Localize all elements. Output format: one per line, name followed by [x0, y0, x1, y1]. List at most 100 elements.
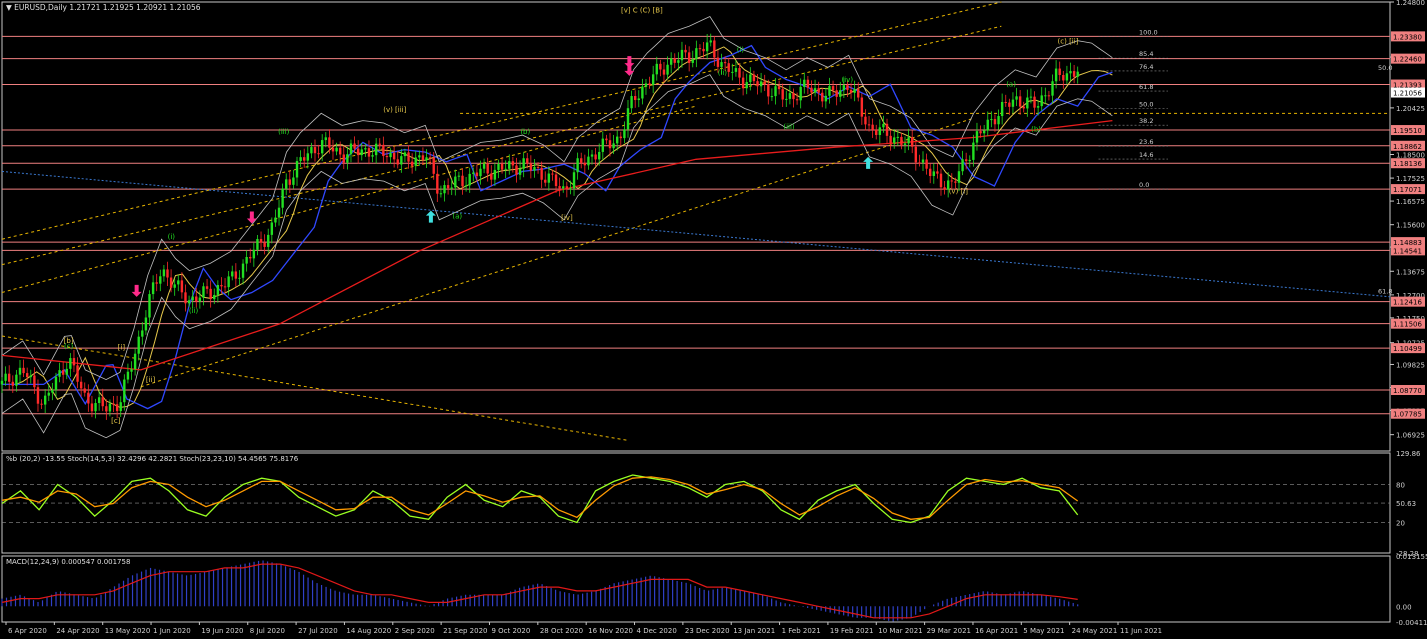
- candle-body: [551, 173, 554, 175]
- candle-body: [569, 188, 572, 190]
- candle-body: [522, 158, 525, 169]
- price-level-label: 1.07785: [1393, 411, 1422, 419]
- x-tick-label: 6 Apr 2020: [8, 627, 47, 635]
- fib-side-label: 50.0: [1378, 64, 1392, 72]
- wave-label: (a): [452, 213, 462, 221]
- candle-body: [767, 84, 770, 97]
- candle-body: [504, 168, 507, 170]
- candle-body: [756, 81, 759, 87]
- x-tick-label: 2 Sep 2020: [395, 627, 435, 635]
- candle-body: [328, 137, 331, 148]
- candle-body: [15, 374, 18, 386]
- fibonacci-label: 100.0: [1139, 28, 1158, 36]
- candle-body: [112, 403, 115, 405]
- current-price-tag: [1391, 87, 1425, 98]
- candle-body: [821, 92, 824, 102]
- candle-body: [655, 63, 658, 75]
- candle-body: [1015, 96, 1018, 100]
- wave-label: (b): [520, 128, 530, 136]
- candle-body: [295, 161, 299, 178]
- candle-body: [1065, 73, 1069, 81]
- candle-body: [155, 282, 158, 284]
- candle-body: [87, 392, 90, 404]
- candle-body: [752, 74, 756, 82]
- price-level-label: 1.18136: [1393, 160, 1422, 168]
- ema-red-line: [1, 119, 1113, 371]
- candle-body: [94, 403, 97, 412]
- candle-body: [22, 367, 25, 374]
- bollinger-lower: [1, 74, 1113, 439]
- y-tick-label: 1.12700: [1396, 292, 1425, 300]
- candle-body: [198, 297, 202, 302]
- candle-body: [79, 381, 83, 389]
- candle-body: [623, 129, 626, 139]
- candle-body: [842, 85, 846, 91]
- candle-body: [338, 147, 342, 155]
- price-level-label: 1.17071: [1393, 186, 1422, 194]
- candle-body: [975, 131, 979, 143]
- candle-body: [540, 167, 543, 180]
- candle-body: [126, 371, 130, 380]
- osc-series-line: [1, 474, 1079, 524]
- x-tick-label: 16 Apr 2021: [975, 627, 1018, 635]
- osc-tick-label: 50.63: [1396, 500, 1416, 508]
- candle-body: [612, 143, 615, 149]
- candle-body: [468, 173, 471, 186]
- candle-body: [536, 166, 540, 168]
- price-level-tag: [1391, 125, 1425, 136]
- candle-body: [389, 152, 392, 158]
- candle-body: [191, 296, 194, 301]
- candle-body: [1029, 96, 1033, 98]
- candle-body: [18, 367, 22, 375]
- candle-body: [356, 148, 360, 156]
- candle-body: [511, 161, 515, 166]
- wave-label: [v] C (C) [B]: [621, 7, 663, 15]
- x-tick-label: 1 Jun 2020: [153, 627, 191, 635]
- candle-body: [547, 173, 551, 183]
- candle-body: [687, 52, 691, 63]
- candle-body: [529, 163, 533, 171]
- fibonacci-label: 23.6: [1139, 138, 1153, 146]
- wave-label: [iv]: [561, 214, 573, 222]
- candle-body: [162, 269, 166, 277]
- candle-body: [659, 63, 662, 70]
- main-header-text: ▼ EURUSD,Daily 1.21721 1.21925 1.20921 1…: [6, 3, 201, 12]
- candle-body: [626, 108, 630, 130]
- wave-label: (ii): [189, 307, 199, 315]
- candle-body: [1018, 96, 1022, 107]
- fibonacci-label: 50.0: [1139, 100, 1153, 108]
- candle-body: [1008, 102, 1011, 107]
- candle-body: [518, 168, 522, 175]
- candle-body: [33, 375, 36, 388]
- candle-body: [662, 69, 666, 75]
- candle-body: [990, 119, 993, 121]
- candle-body: [4, 373, 7, 381]
- price-level-tag: [1391, 140, 1425, 151]
- candle-body: [90, 403, 94, 412]
- candle-body: [946, 180, 950, 190]
- candle-body: [148, 294, 151, 318]
- candle-body: [950, 180, 953, 182]
- y-tick-label: 1.06925: [1396, 432, 1425, 440]
- candle-body: [29, 375, 32, 378]
- candle-body: [43, 395, 47, 405]
- x-tick-label: 29 Mar 2021: [927, 627, 971, 635]
- candle-body: [292, 177, 295, 185]
- candle-body: [195, 296, 198, 302]
- wave-label: [i]: [118, 343, 126, 351]
- price-level-label: 1.21393: [1393, 82, 1422, 90]
- candle-body: [11, 381, 14, 386]
- price-level-tag: [1391, 79, 1425, 90]
- candle-body: [770, 96, 774, 98]
- candle-body: [76, 365, 79, 382]
- y-tick-label: 1.16575: [1396, 198, 1425, 206]
- wave-label: [b]: [64, 337, 74, 345]
- price-level-tag: [1391, 318, 1425, 329]
- price-level-label: 1.19510: [1393, 127, 1422, 135]
- candle-body: [608, 140, 612, 149]
- candle-body: [936, 171, 939, 174]
- candle-body: [144, 317, 148, 331]
- candle-body: [515, 165, 518, 175]
- candle-body: [382, 144, 385, 157]
